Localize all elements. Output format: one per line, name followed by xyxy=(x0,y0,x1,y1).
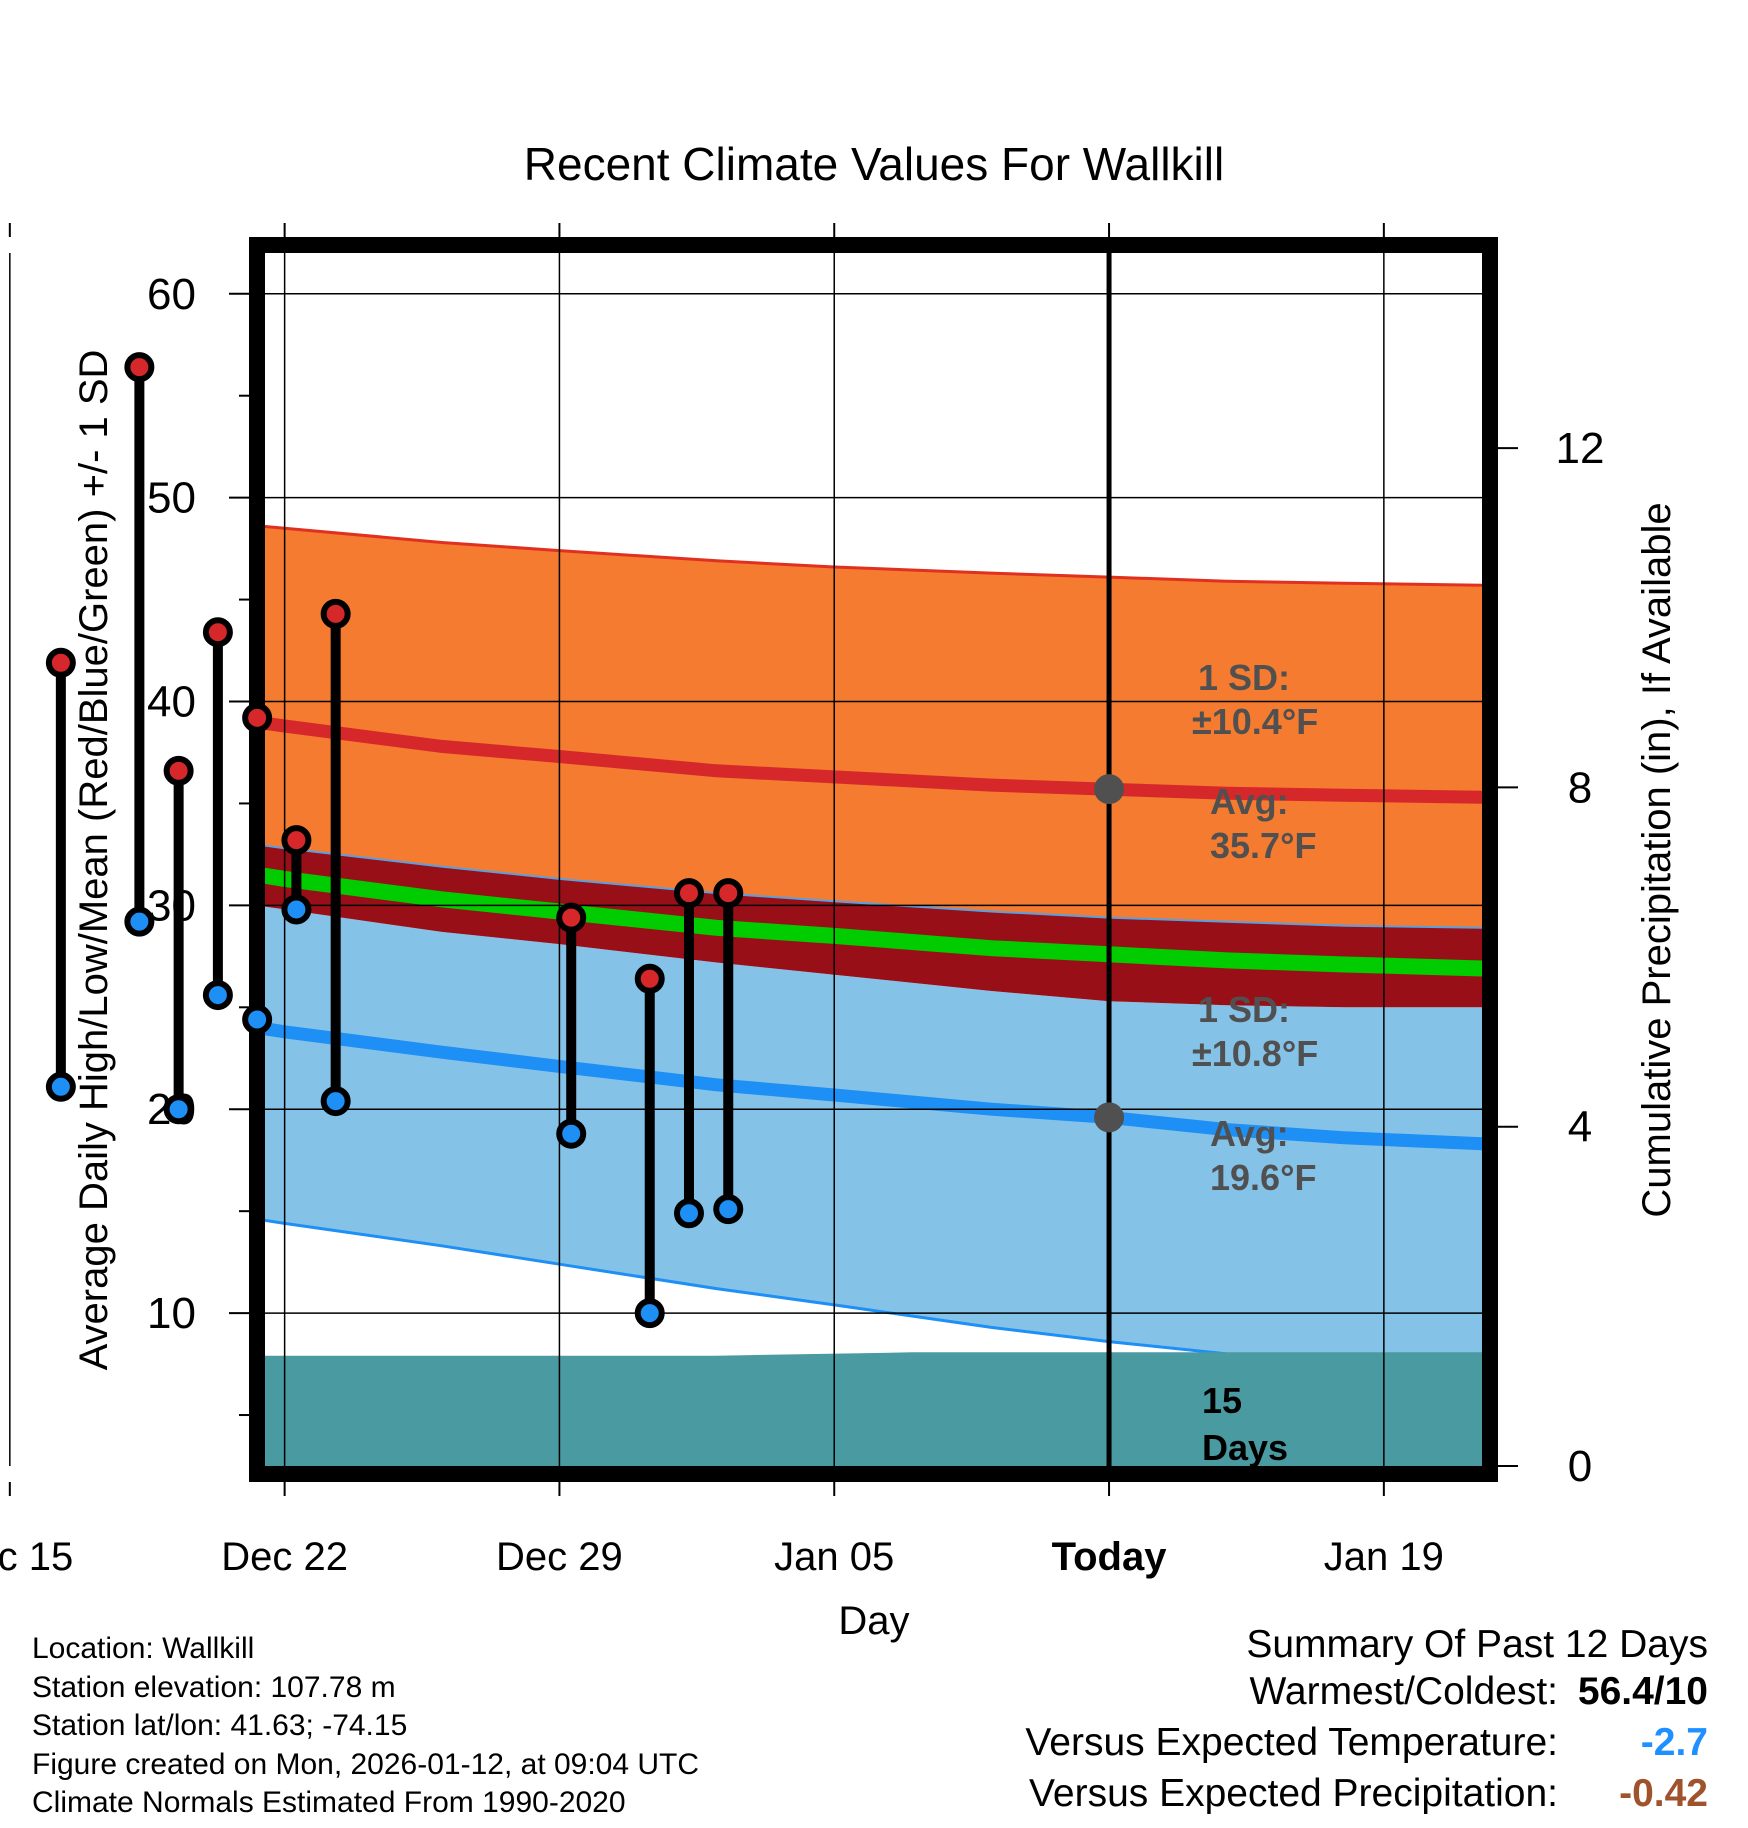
y2-tick-label: 0 xyxy=(1568,1442,1592,1491)
low-avg-label: Avg: xyxy=(1210,1113,1289,1154)
obs-low-point xyxy=(202,980,233,1011)
y-tick-label: 60 xyxy=(147,270,196,319)
info-created: Figure created on Mon, 2026-01-12, at 09… xyxy=(32,1747,700,1781)
summary-row-warmest-coldest: Warmest/Coldest: 56.4/10 xyxy=(808,1670,1708,1721)
obs-high-point xyxy=(320,598,351,629)
x-axis-label: Day xyxy=(838,1599,909,1643)
obs-high-point xyxy=(713,878,744,909)
obs-low-point xyxy=(124,906,155,937)
high-sd-value: ±10.4°F xyxy=(1192,701,1318,742)
chart-title: Recent Climate Values For Wallkill xyxy=(524,138,1224,190)
precip-days-label: Days xyxy=(1202,1427,1288,1468)
obs-high-point xyxy=(124,352,155,383)
y-tick-label: 50 xyxy=(147,474,196,523)
high-avg-label: Avg: xyxy=(1210,781,1289,822)
high-sd-band xyxy=(265,526,1482,928)
high-sd-label: 1 SD: xyxy=(1198,657,1290,698)
obs-high-point xyxy=(163,755,194,786)
summary-title: Summary Of Past 12 Days xyxy=(1246,1623,1708,1666)
summary-warmest-coldest-value: 56.4/10 xyxy=(1577,1670,1708,1713)
high-upper-line xyxy=(265,524,1482,587)
x-tick-label: Today xyxy=(1052,1535,1168,1579)
obs-low-point xyxy=(242,1004,273,1035)
obs-low-point xyxy=(713,1194,744,1225)
info-normals: Climate Normals Estimated From 1990-2020 xyxy=(32,1786,626,1819)
obs-low-point xyxy=(45,1071,76,1102)
low-sd-label: 1 SD: xyxy=(1198,989,1290,1030)
mean-band xyxy=(265,845,1482,1008)
info-elevation: Station elevation: 107.78 m xyxy=(32,1670,396,1704)
y2-tick-label: 8 xyxy=(1568,763,1592,812)
y2-tick-label: 4 xyxy=(1568,1103,1592,1152)
obs-high-point xyxy=(242,702,273,733)
low-avg-value: 19.6°F xyxy=(1210,1157,1316,1198)
x-tick-label: Dec 15 xyxy=(0,1535,73,1579)
y2-tick-label: 12 xyxy=(1556,424,1605,473)
precip-area xyxy=(265,1352,1482,1466)
high-avg-value: 35.7°F xyxy=(1210,825,1316,866)
precip-days-count: 15 xyxy=(1202,1380,1242,1421)
x-tick-label: Jan 05 xyxy=(774,1535,894,1579)
summary-warmest-coldest-label: Warmest/Coldest: xyxy=(1249,1670,1558,1713)
y-tick-label: 40 xyxy=(147,678,196,727)
high-avg-line xyxy=(265,716,1482,804)
obs-low-point xyxy=(163,1094,194,1125)
mean-line xyxy=(265,867,1482,977)
obs-high-point xyxy=(45,647,76,678)
obs-high-point xyxy=(673,878,704,909)
info-location: Location: Wallkill xyxy=(32,1632,255,1665)
y2-axis-label: Cumulative Precipitation (in), If Availa… xyxy=(1635,502,1679,1217)
low-avg-line xyxy=(265,1022,1482,1151)
summary-precip-label: Versus Expected Precipitation: xyxy=(1029,1772,1558,1815)
x-tick-label: Dec 22 xyxy=(221,1535,348,1579)
obs-high-point xyxy=(634,963,665,994)
obs-low-point xyxy=(634,1298,665,1329)
obs-high-point xyxy=(556,902,587,933)
obs-high-point xyxy=(202,617,233,648)
x-tick-label: Jan 19 xyxy=(1324,1535,1444,1579)
summary-temp-value: -2.7 xyxy=(1640,1721,1708,1764)
obs-low-point xyxy=(673,1198,704,1229)
summary-row-precipitation: Versus Expected Precipitation: -0.42 xyxy=(808,1772,1708,1823)
summary-precip-value: -0.42 xyxy=(1619,1772,1708,1815)
summary-row-temperature: Versus Expected Temperature: -2.7 xyxy=(808,1721,1708,1772)
obs-low-point xyxy=(556,1118,587,1149)
summary-temp-label: Versus Expected Temperature: xyxy=(1025,1721,1558,1764)
obs-high-point xyxy=(281,825,312,856)
obs-low-point xyxy=(281,894,312,925)
y-tick-label: 10 xyxy=(147,1289,196,1338)
summary-panel: Summary Of Past 12 Days Warmest/Coldest:… xyxy=(808,1620,1708,1823)
info-latlon: Station lat/lon: 41.63; -74.15 xyxy=(32,1709,408,1742)
station-info: Location: Wallkill Station elevation: 10… xyxy=(32,1630,699,1823)
obs-low-point xyxy=(320,1086,351,1117)
x-tick-label: Dec 29 xyxy=(496,1535,623,1579)
today-low-avg-marker xyxy=(1094,1102,1125,1133)
y-axis-label: Average Daily High/Low/Mean (Red/Blue/Gr… xyxy=(72,350,116,1371)
low-sd-value: ±10.8°F xyxy=(1192,1033,1318,1074)
y-tick-label: 30 xyxy=(147,881,196,930)
today-high-avg-marker xyxy=(1094,774,1125,805)
